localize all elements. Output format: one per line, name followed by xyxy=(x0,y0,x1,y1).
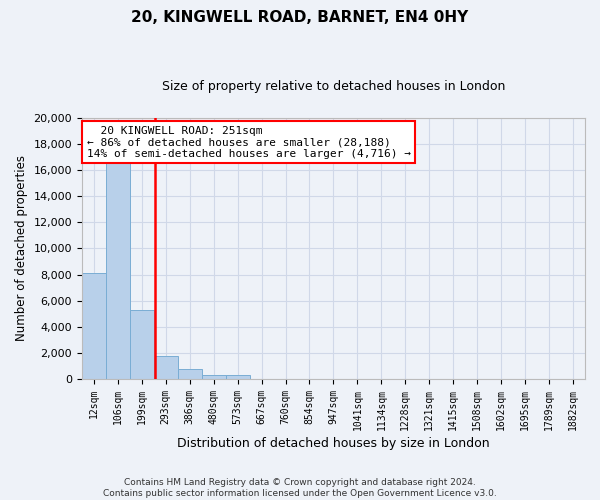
Text: 20, KINGWELL ROAD, BARNET, EN4 0HY: 20, KINGWELL ROAD, BARNET, EN4 0HY xyxy=(131,10,469,25)
Y-axis label: Number of detached properties: Number of detached properties xyxy=(15,156,28,342)
Bar xyxy=(82,274,106,379)
Title: Size of property relative to detached houses in London: Size of property relative to detached ho… xyxy=(162,80,505,93)
Text: Contains HM Land Registry data © Crown copyright and database right 2024.
Contai: Contains HM Land Registry data © Crown c… xyxy=(103,478,497,498)
Bar xyxy=(226,376,250,379)
Bar xyxy=(154,356,178,379)
Bar xyxy=(106,162,130,379)
X-axis label: Distribution of detached houses by size in London: Distribution of detached houses by size … xyxy=(177,437,490,450)
Text: 20 KINGWELL ROAD: 251sqm  
← 86% of detached houses are smaller (28,188)
14% of : 20 KINGWELL ROAD: 251sqm ← 86% of detach… xyxy=(87,126,411,159)
Bar xyxy=(130,310,154,379)
Bar xyxy=(178,369,202,379)
Bar xyxy=(202,376,226,379)
